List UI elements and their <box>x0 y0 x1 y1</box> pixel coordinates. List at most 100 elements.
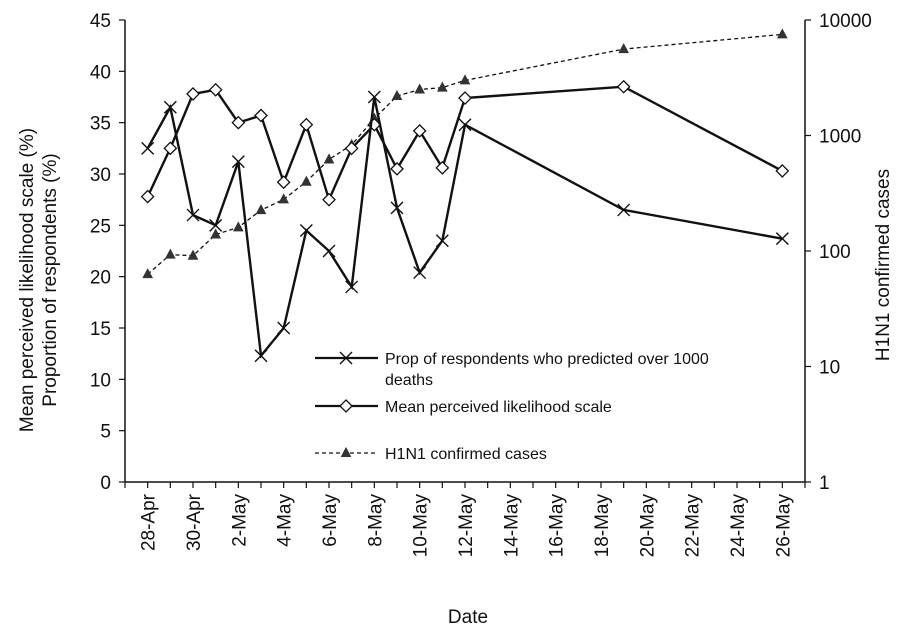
series <box>140 28 790 363</box>
x-tick-label: 12-May <box>456 494 477 558</box>
data-point-1-15 <box>616 79 631 94</box>
data-point-1-7 <box>299 117 314 132</box>
data-point-1-11 <box>390 161 404 176</box>
data-point-0-12 <box>413 266 427 280</box>
legend-swatch-mean-likelihood <box>315 399 378 413</box>
data-point-1-1 <box>163 141 178 156</box>
data-point-1-8 <box>322 192 336 207</box>
left-y-tick-labels: 0 5 10 15 20 25 30 35 40 45 <box>90 11 111 494</box>
data-point-2-15 <box>618 43 629 54</box>
data-point-0-5 <box>254 349 268 363</box>
right-y-tick-label: 1000 <box>819 127 861 148</box>
data-point-2-13 <box>437 81 448 92</box>
tick-marks <box>119 19 811 488</box>
data-point-2-4 <box>233 221 244 232</box>
data-point-0-9 <box>345 280 359 294</box>
data-point-0-1 <box>163 100 177 114</box>
left-y-tick-label: 40 <box>90 62 111 83</box>
data-point-2-12 <box>414 83 425 94</box>
data-point-1-13 <box>435 160 450 175</box>
data-point-1-6 <box>276 175 291 190</box>
data-point-2-14 <box>459 74 471 85</box>
x-tick-label: 30-Apr <box>184 493 205 551</box>
data-point-1-16 <box>775 164 790 178</box>
data-point-2-0 <box>142 268 153 279</box>
legend-swatch-h1n1-cases <box>315 446 378 457</box>
data-point-1-12 <box>412 123 427 138</box>
data-point-2-7 <box>301 175 312 186</box>
data-point-2-3 <box>210 228 221 239</box>
legend: Prop of respondents who predicted over 1… <box>315 351 709 463</box>
right-y-tick-labels: 1 10 100 1000 10000 <box>819 11 872 494</box>
left-y-tick-label: 5 <box>100 422 111 443</box>
x-tick-label: 14-May <box>501 494 522 558</box>
x-tick-label: 4-May <box>275 494 296 547</box>
data-point-2-16 <box>777 28 788 39</box>
x-tick-label: 18-May <box>592 494 613 558</box>
series-0 <box>141 90 789 363</box>
legend-label-prop-respondents-line-2: deaths <box>385 372 433 389</box>
data-point-1-2 <box>186 87 200 101</box>
series-1 <box>140 79 790 207</box>
right-y-tick-label: 10 <box>819 358 840 379</box>
data-point-0-13 <box>435 234 449 248</box>
data-point-2-6 <box>278 193 289 204</box>
data-point-0-16 <box>775 232 789 246</box>
data-point-2-1 <box>165 248 176 259</box>
right-y-axis-title: H1N1 confirmed cases <box>873 169 894 361</box>
left-y-tick-label: 35 <box>90 114 111 135</box>
data-point-2-5 <box>255 204 267 215</box>
data-point-1-0 <box>140 189 155 204</box>
data-point-0-7 <box>299 223 313 237</box>
left-y-tick-label: 0 <box>100 473 111 494</box>
x-tick-label: 20-May <box>637 494 658 558</box>
legend-label-prop-respondents-line-1: Prop of respondents who predicted over 1… <box>385 351 709 368</box>
x-tick-label: 22-May <box>683 494 704 558</box>
data-point-2-8 <box>323 153 335 164</box>
x-tick-label: 6-May <box>320 494 341 547</box>
data-point-0-4 <box>231 155 245 169</box>
data-point-1-3 <box>208 82 223 97</box>
data-point-1-9 <box>344 141 359 156</box>
data-point-0-6 <box>277 321 291 335</box>
data-point-0-11 <box>390 201 404 215</box>
data-point-2-11 <box>391 89 403 100</box>
x-tick-label: 26-May <box>773 494 794 558</box>
x-tick-label: 24-May <box>728 494 749 558</box>
data-point-2-2 <box>187 249 199 260</box>
left-y-tick-label: 20 <box>90 268 111 289</box>
left-y-tick-label: 25 <box>90 216 111 237</box>
data-point-0-15 <box>617 203 631 217</box>
data-point-0-0 <box>141 141 155 155</box>
data-point-0-2 <box>186 208 200 222</box>
data-point-1-14 <box>458 91 472 105</box>
x-tick-label: 28-Apr <box>139 493 160 551</box>
left-y-axis-title-line-1: Mean perceived likelihood scale (%) <box>17 128 38 432</box>
data-point-1-4 <box>231 115 246 130</box>
legend-label-h1n1-cases: H1N1 confirmed cases <box>385 446 547 463</box>
data-point-1-5 <box>254 108 268 123</box>
x-tick-label: 10-May <box>411 494 432 558</box>
data-point-0-8 <box>322 244 336 258</box>
series-line-2 <box>147 33 783 275</box>
legend-label-mean-likelihood: Mean perceived likelihood scale <box>385 399 612 416</box>
left-y-tick-label: 45 <box>90 11 111 32</box>
right-y-tick-label: 10000 <box>819 11 872 32</box>
right-y-tick-label: 1 <box>819 473 830 494</box>
left-y-tick-label: 15 <box>90 319 111 340</box>
data-point-0-3 <box>209 218 223 232</box>
left-y-tick-label: 30 <box>90 165 111 186</box>
legend-swatch-prop-respondents <box>315 351 378 365</box>
x-tick-label: 16-May <box>547 494 568 558</box>
series-2 <box>142 28 788 279</box>
data-point-0-10 <box>367 90 381 104</box>
data-point-0-14 <box>458 118 472 132</box>
right-y-tick-label: 100 <box>819 242 851 263</box>
x-axis-title: Date <box>448 607 488 628</box>
left-y-tick-label: 10 <box>90 370 111 391</box>
x-tick-label: 2-May <box>229 494 250 547</box>
x-tick-labels: 28-Apr 30-Apr 2-May 4-May 6-May 8-May 10-May 12… <box>139 493 795 557</box>
series-line-0 <box>146 96 783 359</box>
